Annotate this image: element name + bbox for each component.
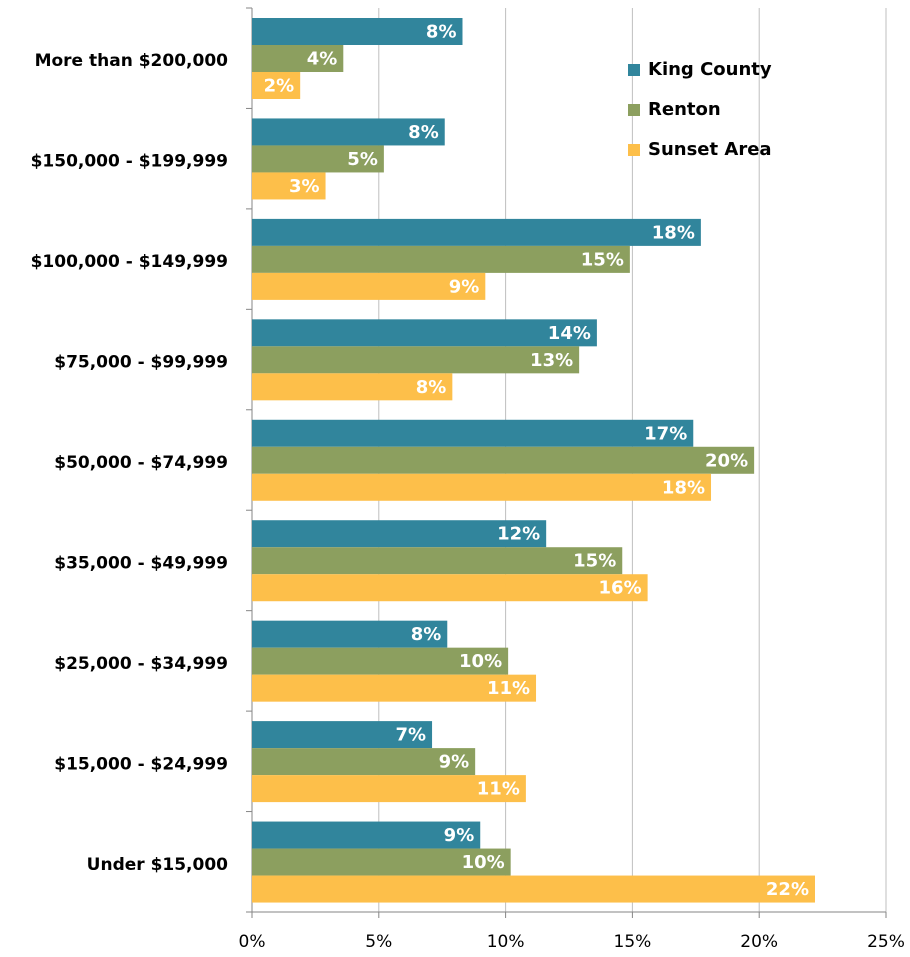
- y-tick-label: More than $200,000: [35, 51, 229, 71]
- x-tick-label: 5%: [365, 932, 392, 952]
- data-label: 4%: [307, 49, 338, 70]
- data-label: 14%: [548, 323, 591, 344]
- data-label: 9%: [444, 825, 475, 846]
- data-label: 10%: [462, 852, 505, 873]
- legend-label: King County: [648, 59, 772, 80]
- data-label: 18%: [652, 222, 695, 243]
- data-label: 12%: [497, 524, 540, 545]
- x-tick-label: 20%: [740, 932, 778, 952]
- bar: [252, 18, 463, 45]
- bar: [252, 145, 384, 173]
- x-tick-label: 25%: [867, 932, 905, 952]
- y-tick-label: $75,000 - $99,999: [54, 353, 228, 373]
- data-label: 20%: [705, 450, 748, 471]
- bar: [252, 821, 481, 849]
- bar: [252, 373, 453, 401]
- y-tick-label: $35,000 - $49,999: [54, 553, 228, 573]
- x-tick-label: 15%: [614, 932, 652, 952]
- bar: [252, 547, 623, 575]
- bar: [252, 218, 701, 246]
- y-tick-label: $25,000 - $34,999: [54, 654, 228, 674]
- bar: [252, 172, 326, 200]
- y-tick-label: Under $15,000: [87, 855, 229, 875]
- bar: [252, 245, 630, 273]
- data-label: 10%: [459, 651, 502, 672]
- bar: [252, 45, 344, 72]
- data-label: 15%: [581, 249, 624, 270]
- bar: [252, 875, 815, 903]
- y-tick-label: $50,000 - $74,999: [54, 453, 228, 473]
- data-label: 17%: [644, 423, 687, 444]
- data-label: 11%: [487, 678, 530, 699]
- bar: [252, 118, 445, 146]
- bar: [252, 319, 597, 347]
- data-label: 13%: [530, 350, 573, 371]
- bar: [252, 721, 433, 749]
- data-label: 3%: [289, 176, 320, 197]
- data-label: 8%: [426, 22, 457, 43]
- bar: [252, 775, 526, 803]
- legend-swatch: [628, 144, 640, 156]
- legend-swatch: [628, 104, 640, 116]
- bar: [252, 473, 712, 501]
- bar: [252, 346, 580, 374]
- data-label: 18%: [662, 477, 705, 498]
- legend-label: Sunset Area: [648, 139, 772, 160]
- bar: [252, 848, 511, 876]
- x-tick-label: 10%: [487, 932, 525, 952]
- bar: [252, 446, 755, 474]
- legend-label: Renton: [648, 99, 721, 120]
- data-label: 7%: [395, 725, 426, 746]
- data-label: 8%: [416, 377, 447, 398]
- bar: [252, 520, 547, 548]
- bar: [252, 620, 448, 648]
- data-label: 9%: [439, 752, 470, 773]
- y-tick-label: $150,000 - $199,999: [31, 152, 228, 172]
- y-tick-label: $15,000 - $24,999: [54, 754, 228, 774]
- data-label: 16%: [599, 578, 642, 599]
- bar: [252, 272, 486, 300]
- data-label: 11%: [477, 779, 520, 800]
- data-label: 9%: [449, 276, 480, 297]
- legend-swatch: [628, 64, 640, 76]
- bar: [252, 419, 694, 447]
- bar: [252, 72, 301, 99]
- x-tick-label: 0%: [239, 932, 266, 952]
- bar: [252, 674, 537, 702]
- data-label: 8%: [408, 122, 439, 143]
- data-label: 8%: [411, 624, 442, 645]
- data-label: 22%: [766, 879, 809, 900]
- bar: [252, 574, 648, 602]
- y-tick-label: $100,000 - $149,999: [31, 252, 228, 272]
- bar: [252, 647, 509, 675]
- bar: [252, 748, 476, 776]
- data-label: 5%: [347, 149, 378, 170]
- data-label: 15%: [573, 551, 616, 572]
- data-label: 2%: [264, 76, 295, 97]
